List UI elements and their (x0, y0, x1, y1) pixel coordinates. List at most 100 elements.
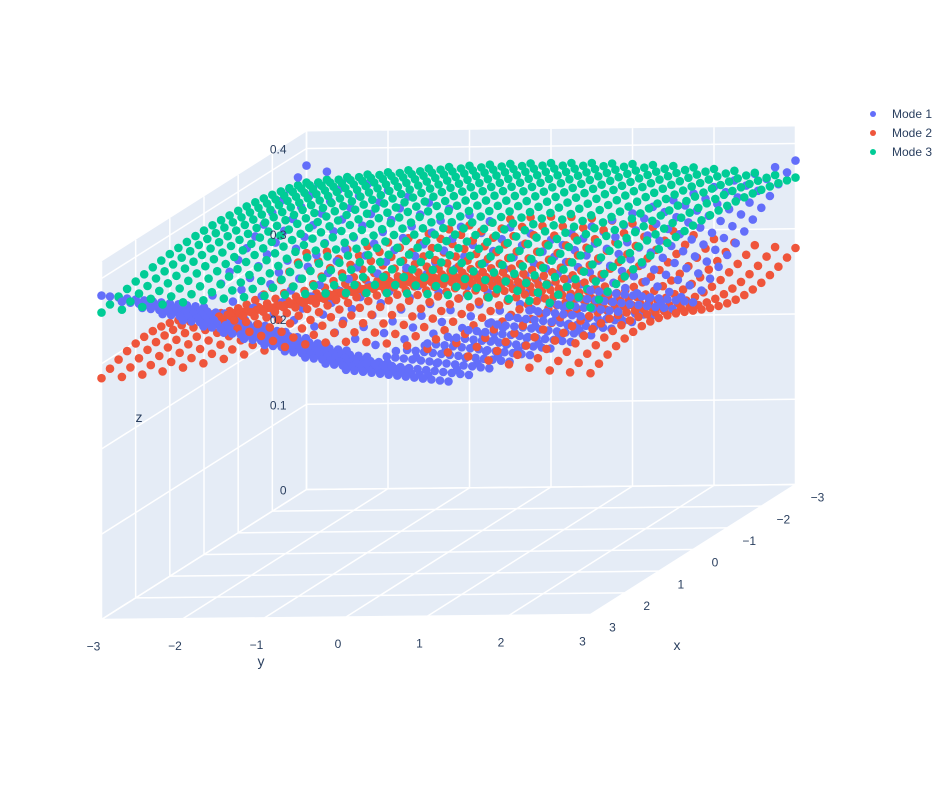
point-mode-3[interactable] (303, 194, 313, 203)
point-mode-3[interactable] (347, 197, 357, 206)
point-mode-3[interactable] (333, 216, 343, 225)
point-mode-2[interactable] (637, 321, 647, 331)
point-mode-3[interactable] (444, 206, 453, 216)
point-mode-3[interactable] (143, 281, 152, 291)
point-mode-3[interactable] (584, 244, 594, 254)
point-mode-3[interactable] (611, 279, 621, 289)
point-mode-1[interactable] (401, 372, 411, 381)
point-mode-2[interactable] (545, 366, 555, 375)
point-mode-3[interactable] (593, 238, 602, 247)
point-mode-3[interactable] (507, 182, 516, 192)
point-mode-2[interactable] (765, 270, 775, 280)
point-mode-3[interactable] (437, 187, 447, 197)
point-mode-3[interactable] (556, 249, 565, 258)
point-mode-1[interactable] (702, 257, 712, 266)
point-mode-2[interactable] (151, 337, 161, 347)
point-mode-1[interactable] (416, 356, 426, 365)
point-mode-3[interactable] (295, 198, 304, 207)
point-mode-3[interactable] (602, 168, 612, 178)
point-mode-3[interactable] (277, 275, 286, 285)
point-mode-3[interactable] (381, 180, 391, 189)
point-mode-1[interactable] (371, 340, 380, 350)
point-mode-3[interactable] (663, 238, 672, 248)
point-mode-2[interactable] (425, 297, 434, 307)
point-mode-3[interactable] (430, 230, 440, 239)
point-mode-2[interactable] (719, 289, 729, 299)
point-mode-2[interactable] (642, 310, 652, 319)
point-mode-2[interactable] (204, 336, 213, 345)
point-mode-1[interactable] (695, 223, 705, 232)
point-mode-3[interactable] (454, 243, 463, 253)
point-mode-3[interactable] (521, 167, 530, 177)
point-mode-3[interactable] (716, 180, 725, 190)
point-mode-1[interactable] (483, 345, 492, 355)
point-mode-3[interactable] (605, 176, 615, 186)
point-mode-3[interactable] (500, 167, 510, 177)
point-mode-3[interactable] (498, 260, 507, 270)
point-mode-3[interactable] (417, 188, 426, 198)
point-mode-3[interactable] (238, 246, 248, 255)
point-mode-3[interactable] (699, 188, 708, 197)
point-mode-3[interactable] (425, 250, 434, 260)
point-mode-1[interactable] (617, 298, 626, 308)
point-mode-3[interactable] (731, 197, 740, 206)
point-mode-2[interactable] (265, 323, 275, 332)
point-mode-3[interactable] (544, 174, 554, 184)
point-mode-3[interactable] (281, 215, 290, 225)
point-mode-3[interactable] (184, 276, 193, 286)
point-mode-3[interactable] (228, 218, 238, 227)
point-mode-3[interactable] (105, 300, 115, 309)
point-mode-2[interactable] (166, 357, 176, 367)
point-mode-1[interactable] (289, 347, 298, 357)
point-mode-1[interactable] (97, 291, 106, 300)
point-mode-2[interactable] (554, 356, 563, 366)
point-mode-3[interactable] (608, 262, 618, 272)
point-mode-1[interactable] (301, 353, 310, 362)
point-mode-3[interactable] (680, 165, 690, 175)
point-mode-1[interactable] (540, 334, 550, 344)
point-mode-3[interactable] (661, 194, 671, 204)
point-mode-3[interactable] (442, 176, 452, 185)
point-mode-1[interactable] (418, 374, 428, 383)
point-mode-2[interactable] (741, 250, 751, 260)
point-mode-2[interactable] (525, 363, 534, 373)
point-mode-2[interactable] (274, 315, 283, 325)
point-mode-3[interactable] (598, 218, 608, 227)
point-mode-3[interactable] (383, 208, 392, 217)
point-mode-1[interactable] (439, 367, 448, 377)
point-mode-2[interactable] (350, 328, 359, 337)
point-mode-3[interactable] (408, 265, 417, 274)
point-mode-1[interactable] (736, 210, 746, 219)
point-mode-3[interactable] (600, 269, 609, 279)
point-mode-1[interactable] (492, 320, 502, 329)
point-mode-3[interactable] (377, 224, 387, 234)
point-mode-2[interactable] (448, 317, 458, 327)
point-mode-1[interactable] (447, 368, 457, 378)
point-mode-3[interactable] (418, 224, 428, 233)
point-mode-2[interactable] (280, 342, 290, 352)
point-mode-3[interactable] (321, 289, 330, 298)
point-mode-3[interactable] (585, 175, 595, 185)
point-mode-2[interactable] (565, 368, 575, 377)
point-mode-3[interactable] (166, 292, 176, 301)
point-mode-3[interactable] (421, 236, 431, 246)
point-mode-2[interactable] (559, 328, 568, 338)
point-mode-3[interactable] (611, 165, 620, 174)
point-mode-3[interactable] (328, 233, 338, 242)
point-mode-3[interactable] (429, 192, 438, 201)
point-mode-1[interactable] (399, 354, 409, 363)
point-mode-3[interactable] (427, 218, 436, 227)
point-mode-1[interactable] (782, 168, 792, 177)
point-mode-3[interactable] (376, 190, 386, 200)
point-mode-3[interactable] (501, 277, 511, 286)
point-mode-3[interactable] (449, 191, 459, 201)
point-mode-2[interactable] (289, 333, 298, 342)
point-mode-3[interactable] (322, 212, 331, 221)
point-mode-2[interactable] (253, 319, 263, 329)
point-mode-2[interactable] (494, 301, 504, 310)
point-mode-3[interactable] (451, 172, 461, 182)
point-mode-3[interactable] (658, 184, 668, 193)
point-mode-3[interactable] (372, 243, 382, 253)
point-mode-3[interactable] (255, 233, 265, 242)
point-mode-3[interactable] (362, 288, 371, 298)
